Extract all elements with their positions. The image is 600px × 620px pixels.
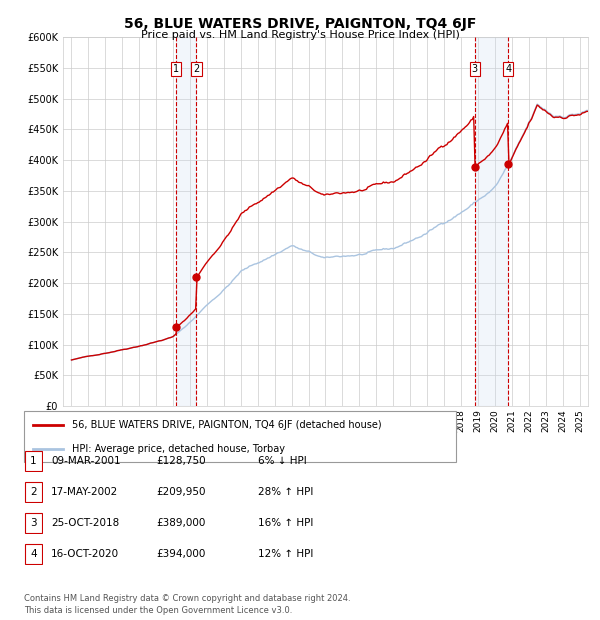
Text: This data is licensed under the Open Government Licence v3.0.: This data is licensed under the Open Gov… xyxy=(24,606,292,615)
Text: Price paid vs. HM Land Registry's House Price Index (HPI): Price paid vs. HM Land Registry's House … xyxy=(140,30,460,40)
Text: 16-OCT-2020: 16-OCT-2020 xyxy=(51,549,119,559)
Text: £389,000: £389,000 xyxy=(156,518,205,528)
Text: 56, BLUE WATERS DRIVE, PAIGNTON, TQ4 6JF: 56, BLUE WATERS DRIVE, PAIGNTON, TQ4 6JF xyxy=(124,17,476,32)
Text: 1: 1 xyxy=(30,456,37,466)
Text: £128,750: £128,750 xyxy=(156,456,206,466)
Text: 28% ↑ HPI: 28% ↑ HPI xyxy=(258,487,313,497)
Text: 2: 2 xyxy=(193,64,200,74)
Text: £209,950: £209,950 xyxy=(156,487,205,497)
Text: 56, BLUE WATERS DRIVE, PAIGNTON, TQ4 6JF (detached house): 56, BLUE WATERS DRIVE, PAIGNTON, TQ4 6JF… xyxy=(71,420,381,430)
Text: 2: 2 xyxy=(30,487,37,497)
Text: 3: 3 xyxy=(30,518,37,528)
Text: 3: 3 xyxy=(472,64,478,74)
Text: HPI: Average price, detached house, Torbay: HPI: Average price, detached house, Torb… xyxy=(71,444,284,454)
Text: Contains HM Land Registry data © Crown copyright and database right 2024.: Contains HM Land Registry data © Crown c… xyxy=(24,593,350,603)
Text: 16% ↑ HPI: 16% ↑ HPI xyxy=(258,518,313,528)
Text: 6% ↓ HPI: 6% ↓ HPI xyxy=(258,456,307,466)
Text: 4: 4 xyxy=(30,549,37,559)
Text: 09-MAR-2001: 09-MAR-2001 xyxy=(51,456,121,466)
Bar xyxy=(176,37,196,406)
Text: 25-OCT-2018: 25-OCT-2018 xyxy=(51,518,119,528)
Text: 4: 4 xyxy=(505,64,511,74)
Text: 1: 1 xyxy=(173,64,179,74)
Bar xyxy=(475,37,508,406)
Text: 12% ↑ HPI: 12% ↑ HPI xyxy=(258,549,313,559)
Text: £394,000: £394,000 xyxy=(156,549,205,559)
Text: 17-MAY-2002: 17-MAY-2002 xyxy=(51,487,118,497)
